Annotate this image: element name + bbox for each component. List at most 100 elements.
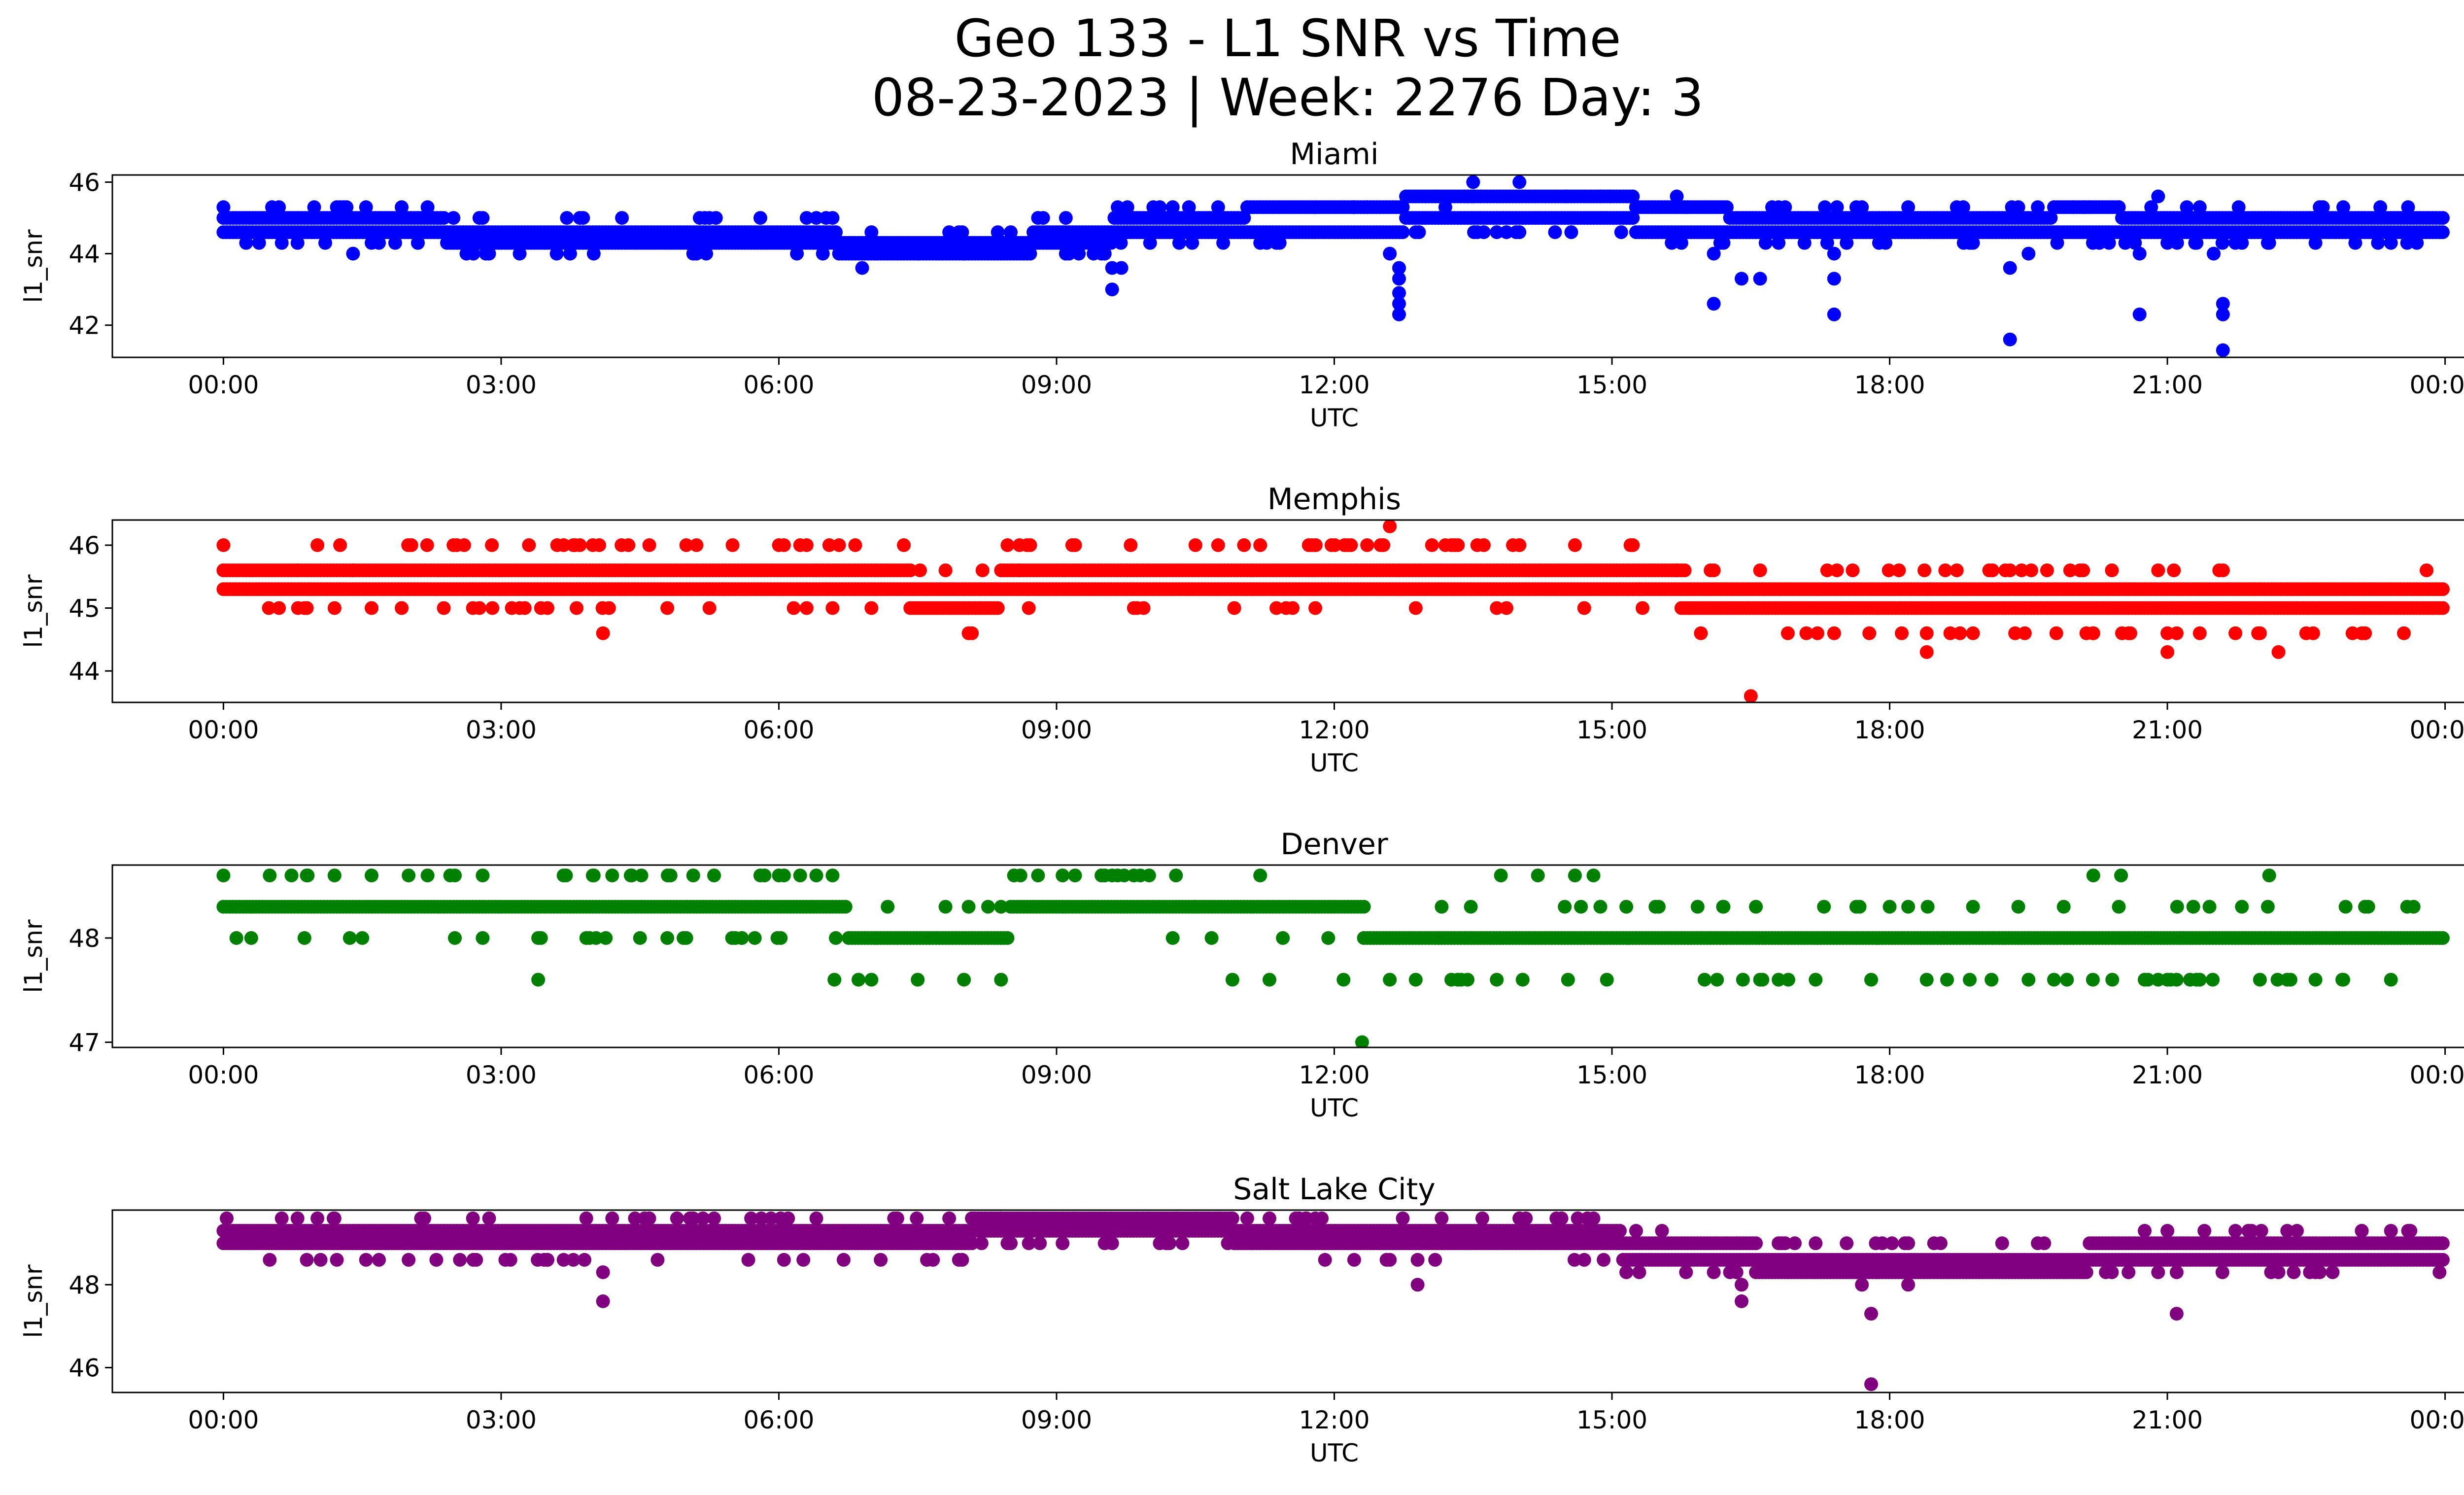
data-point (1963, 973, 1977, 987)
data-point (1855, 200, 1869, 214)
y-tick-label: 46 (68, 531, 100, 560)
data-point (615, 538, 629, 552)
data-point (848, 538, 862, 552)
data-point (1778, 200, 1792, 214)
data-point (1000, 538, 1015, 552)
data-point (822, 538, 836, 552)
data-point (2262, 236, 2276, 250)
data-point (1392, 272, 1406, 286)
data-point (372, 1252, 386, 1267)
data-point (1068, 869, 1082, 883)
data-point (346, 246, 360, 261)
data-point (2047, 973, 2061, 987)
x-tick-label: 18:00 (1854, 371, 1925, 399)
data-point (2011, 900, 2025, 914)
data-point (599, 931, 613, 945)
data-point (1346, 200, 1360, 214)
data-point (2092, 236, 2106, 250)
data-point (955, 1252, 969, 1267)
data-point (272, 200, 286, 214)
data-point (816, 246, 830, 261)
data-point (1593, 900, 1608, 914)
data-point (1120, 200, 1134, 214)
data-point (994, 900, 1008, 914)
subplot-title: Miami (1290, 137, 1378, 172)
data-point (787, 601, 801, 615)
data-point (586, 869, 601, 883)
data-point (1059, 211, 1073, 225)
data-point (2008, 626, 2022, 640)
data-point (1153, 200, 1167, 214)
data-point (1950, 563, 1964, 578)
data-point (1966, 900, 1980, 914)
data-point (702, 601, 717, 615)
data-point (2271, 645, 2286, 659)
data-point (1943, 626, 1957, 640)
data-point (2105, 973, 2120, 987)
data-point (772, 538, 786, 552)
data-point (1799, 626, 1814, 640)
data-point (1651, 900, 1666, 914)
data-point (318, 236, 332, 250)
data-point (1373, 538, 1388, 552)
data-point (1182, 200, 1196, 214)
data-point (1840, 236, 1854, 250)
data-point (1165, 200, 1180, 214)
data-point (864, 601, 879, 615)
data-point (829, 931, 843, 945)
data-point (838, 900, 853, 914)
data-point (346, 563, 360, 578)
data-point (1438, 200, 1452, 214)
data-point (793, 869, 807, 883)
data-point (333, 538, 347, 552)
data-point (748, 931, 762, 945)
data-point (1466, 175, 1480, 189)
data-point (1000, 931, 1015, 945)
data-point (1022, 601, 1036, 615)
data-point (2207, 246, 2221, 261)
data-point (965, 1236, 979, 1251)
data-point (1117, 869, 1131, 883)
data-point (1392, 261, 1406, 275)
data-point (2384, 236, 2398, 250)
data-point (420, 869, 435, 883)
data-point (437, 601, 451, 615)
data-point (809, 211, 823, 225)
data-point (1408, 973, 1423, 987)
data-point (1344, 538, 1358, 552)
data-point (2260, 900, 2275, 914)
data-point (981, 900, 995, 914)
data-point (342, 931, 357, 945)
y-tick-label: 42 (68, 312, 100, 340)
data-point (1558, 900, 1572, 914)
data-point (772, 869, 786, 883)
data-point (2400, 236, 2414, 250)
x-tick-label: 21:00 (2132, 1061, 2203, 1089)
data-point (1772, 973, 1786, 987)
data-point (365, 869, 378, 883)
data-point (790, 246, 804, 261)
x-tick-label: 21:00 (2132, 716, 2203, 744)
data-point (957, 246, 971, 261)
data-point (1736, 973, 1750, 987)
data-point (1142, 869, 1156, 883)
data-point (1901, 900, 1916, 914)
data-point (1780, 626, 1795, 640)
data-point (1023, 538, 1037, 552)
data-point (589, 931, 603, 945)
data-point (1172, 236, 1186, 250)
data-point (2003, 332, 2017, 347)
data-point (1811, 626, 1824, 640)
data-point (2044, 211, 2058, 225)
data-point (2253, 626, 2267, 640)
data-point (2358, 626, 2372, 640)
data-point (2435, 601, 2450, 615)
data-point (1882, 900, 1897, 914)
data-point (2299, 626, 2313, 640)
data-point (1494, 869, 1508, 883)
data-point (2262, 869, 2276, 883)
data-point (513, 246, 527, 261)
data-point (809, 1211, 823, 1225)
data-point (633, 931, 647, 945)
